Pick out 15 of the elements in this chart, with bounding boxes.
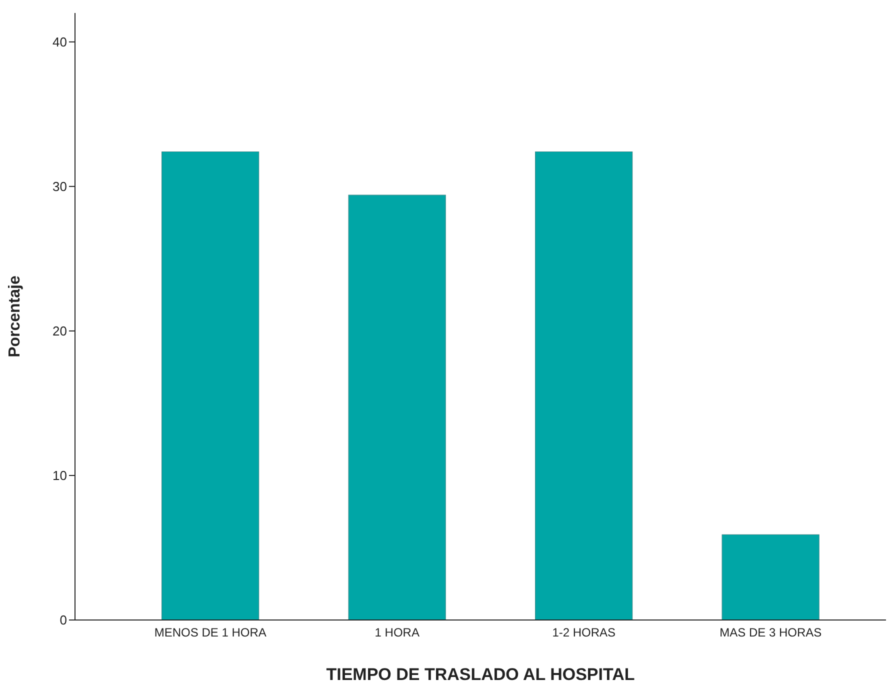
x-tick-label: 1 HORA [374,626,420,640]
y-axis-title: Porcentaje [6,275,24,358]
x-tick-label: MAS DE 3 HORAS [720,626,822,640]
bar [348,194,446,620]
x-axis-title: TIEMPO DE TRASLADO AL HOSPITAL [326,665,635,684]
y-tick-label: 30 [52,179,67,194]
y-tick-label: 0 [60,612,67,628]
x-tick-label: 1-2 HORAS [552,626,616,640]
bar [535,151,633,620]
y-tick-label: 40 [52,34,67,50]
x-tick-label: MENOS DE 1 HORA [154,626,266,640]
bar [162,151,260,620]
y-tick-label: 10 [52,468,67,484]
bar [722,534,820,620]
y-tick-label: 20 [52,324,67,339]
